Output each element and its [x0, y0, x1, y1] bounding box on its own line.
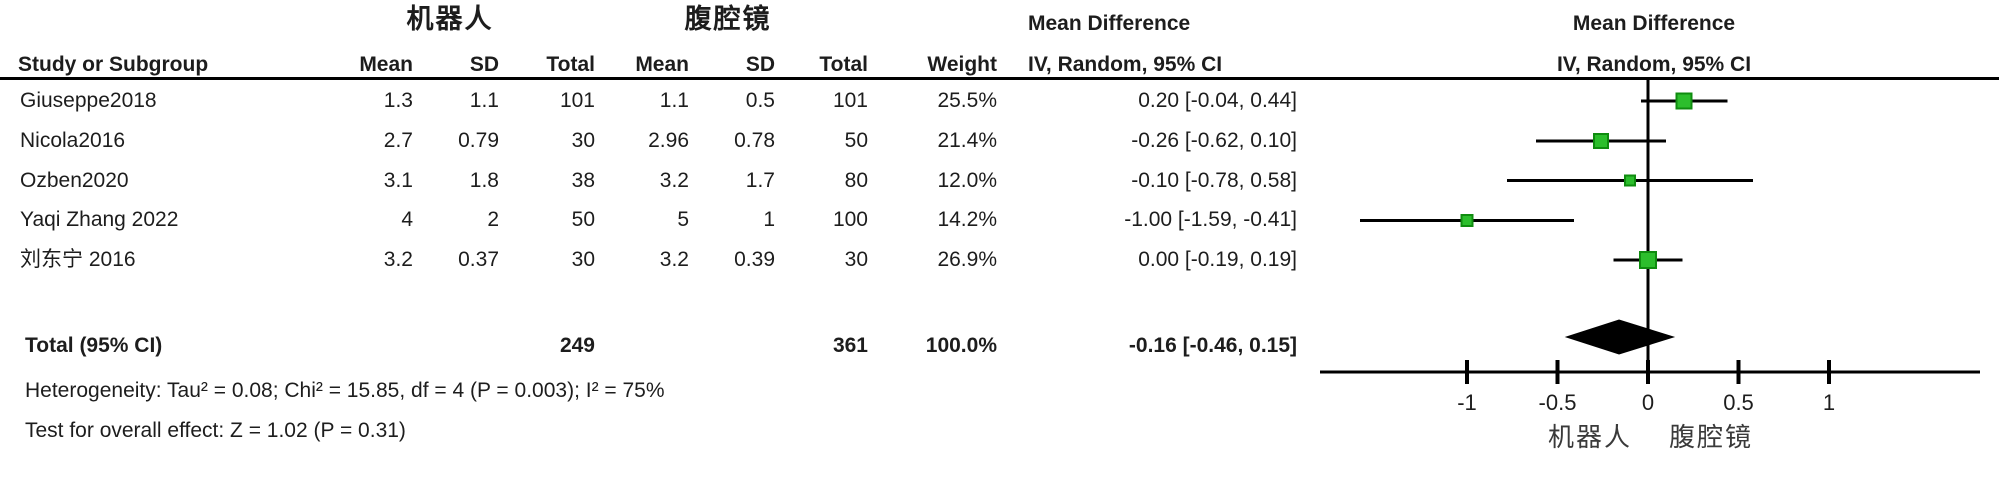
cell-ci: -0.10 [-0.78, 0.58]	[1131, 169, 1297, 192]
cell-sd2: 1.7	[745, 169, 775, 192]
study-name: 刘东宁 2016	[20, 248, 136, 271]
cell-total1: 101	[559, 89, 595, 112]
cell-sd1: 0.79	[458, 129, 499, 152]
study-name: Nicola2016	[20, 129, 126, 152]
zero-line	[1646, 80, 1650, 372]
cell-mean2: 2.96	[648, 129, 689, 152]
cell-mean1: 3.2	[383, 248, 413, 271]
cell-total1: 30	[571, 248, 595, 271]
cell-weight: 12.0%	[937, 169, 997, 192]
axis-tick	[1465, 360, 1469, 384]
cell-weight: 21.4%	[937, 129, 997, 152]
cell-ci: -0.26 [-0.62, 0.10]	[1131, 129, 1297, 152]
ci-line	[1613, 258, 1683, 262]
overall-effect-text: Test for overall effect: Z = 1.02 (P = 0…	[25, 419, 406, 442]
effect-marker	[1623, 174, 1636, 187]
mean1-column-header: Mean	[359, 53, 413, 76]
cell-total2: 80	[844, 169, 868, 192]
total-events-robot: 249	[559, 334, 595, 357]
cell-weight: 26.9%	[937, 248, 997, 271]
axis-tick-label: 0.5	[1723, 390, 1754, 415]
mean2-column-header: Mean	[635, 53, 689, 76]
total-ci-value: -0.16 [-0.46, 0.15]	[1128, 334, 1297, 357]
effect-marker	[1592, 132, 1609, 149]
plot-header-line1: Mean Difference	[1572, 12, 1736, 35]
cell-sd2: 1	[763, 208, 775, 231]
ci-line	[1640, 99, 1728, 103]
cell-sd2: 0.78	[734, 129, 775, 152]
axis-tick	[1555, 360, 1560, 384]
cell-mean1: 2.7	[383, 129, 413, 152]
cell-mean2: 3.2	[659, 169, 689, 192]
cell-sd2: 0.5	[745, 89, 775, 112]
study-column-header: Study or Subgroup	[18, 53, 209, 76]
cell-total1: 38	[571, 169, 595, 192]
axis-tick-label: 0	[1641, 390, 1655, 415]
cell-sd1: 2	[487, 208, 499, 231]
study-name: Ozben2020	[20, 169, 129, 192]
total-row-label: Total (95% CI)	[25, 334, 163, 357]
sd1-column-header: SD	[469, 53, 499, 76]
axis-tick-label: 1	[1822, 390, 1836, 415]
ci-line	[1535, 139, 1667, 143]
axis-tick	[1646, 360, 1650, 384]
cell-mean2: 5	[677, 208, 689, 231]
group-header-robot: 机器人	[406, 4, 494, 34]
cell-total1: 50	[571, 208, 595, 231]
ci-line	[1506, 179, 1753, 182]
ci-line	[1360, 218, 1574, 222]
effect-marker	[1639, 251, 1657, 269]
total-events-laparoscopy: 361	[832, 334, 868, 357]
effect-marker	[1460, 213, 1474, 227]
total1-column-header: Total	[546, 53, 595, 76]
cell-total2: 50	[844, 129, 868, 152]
cell-sd2: 0.39	[734, 248, 775, 271]
md-column-header-line1: Mean Difference	[1028, 12, 1191, 35]
group-header-laparoscopy: 腹腔镜	[684, 4, 772, 34]
cell-total2: 101	[832, 89, 868, 112]
axis-tick-label: -0.5	[1538, 390, 1577, 415]
x-axis	[1320, 370, 1980, 374]
axis-tick	[1736, 360, 1741, 384]
axis-tick	[1827, 360, 1831, 384]
cell-weight: 25.5%	[937, 89, 997, 112]
favours-right-label: 腹腔镜	[1668, 423, 1754, 452]
study-name: Yaqi Zhang 2022	[20, 208, 179, 231]
cell-weight: 14.2%	[937, 208, 997, 231]
cell-total1: 30	[571, 129, 595, 152]
axis-tick-label: -1	[1457, 390, 1477, 415]
cell-mean2: 1.1	[659, 89, 689, 112]
total2-column-header: Total	[819, 53, 868, 76]
cell-total2: 30	[844, 248, 868, 271]
cell-ci: 0.20 [-0.04, 0.44]	[1138, 89, 1297, 112]
effect-marker	[1675, 92, 1693, 110]
total-weight: 100.0%	[925, 334, 997, 357]
cell-mean1: 3.1	[383, 169, 413, 192]
cell-total2: 100	[832, 208, 868, 231]
md-column-header-line2: IV, Random, 95% CI	[1028, 53, 1223, 76]
study-name: Giuseppe2018	[20, 89, 157, 112]
favours-left-label: 机器人	[1547, 423, 1633, 452]
weight-column-header: Weight	[927, 53, 997, 76]
cell-sd1: 1.1	[469, 89, 499, 112]
cell-mean1: 4	[401, 208, 413, 231]
cell-sd1: 0.37	[458, 248, 499, 271]
cell-mean2: 3.2	[659, 248, 689, 271]
cell-ci: -1.00 [-1.59, -0.41]	[1124, 208, 1297, 231]
header-rule	[0, 77, 1999, 80]
sd2-column-header: SD	[745, 53, 775, 76]
summary-diamond	[1564, 319, 1676, 355]
cell-sd1: 1.8	[469, 169, 499, 192]
cell-ci: 0.00 [-0.19, 0.19]	[1138, 248, 1297, 271]
heterogeneity-text: Heterogeneity: Tau² = 0.08; Chi² = 15.85…	[25, 379, 665, 402]
cell-mean1: 1.3	[383, 89, 413, 112]
plot-header-line2: IV, Random, 95% CI	[1556, 53, 1752, 76]
